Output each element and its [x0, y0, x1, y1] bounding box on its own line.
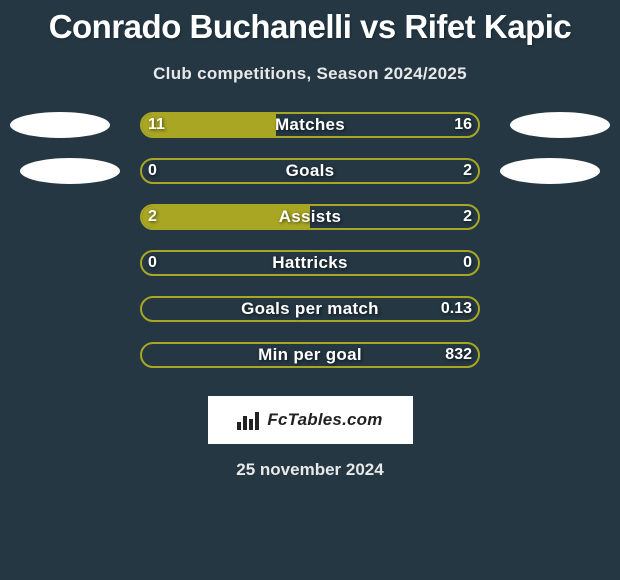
stat-row: Min per goal832 [0, 342, 620, 388]
page-subtitle: Club competitions, Season 2024/2025 [0, 64, 620, 84]
bar-track [140, 204, 480, 230]
bar-fill-left [142, 206, 310, 228]
bar-track [140, 296, 480, 322]
brand-badge: FcTables.com [208, 396, 413, 444]
bar-track [140, 342, 480, 368]
bars-icon [237, 410, 261, 430]
bar-track [140, 158, 480, 184]
stat-row: Assists22 [0, 204, 620, 250]
stat-row: Matches1116 [0, 112, 620, 158]
stat-row: Goals per match0.13 [0, 296, 620, 342]
decor-ellipse [10, 112, 110, 138]
stat-row: Goals02 [0, 158, 620, 204]
decor-ellipse [20, 158, 120, 184]
footer-date: 25 november 2024 [0, 460, 620, 480]
page-title: Conrado Buchanelli vs Rifet Kapic [0, 0, 620, 46]
bar-track [140, 250, 480, 276]
decor-ellipse [510, 112, 610, 138]
decor-ellipse [500, 158, 600, 184]
stat-row: Hattricks00 [0, 250, 620, 296]
bar-fill-left [142, 114, 276, 136]
brand-text: FcTables.com [267, 410, 382, 430]
bar-track [140, 112, 480, 138]
comparison-chart: Matches1116Goals02Assists22Hattricks00Go… [0, 112, 620, 388]
